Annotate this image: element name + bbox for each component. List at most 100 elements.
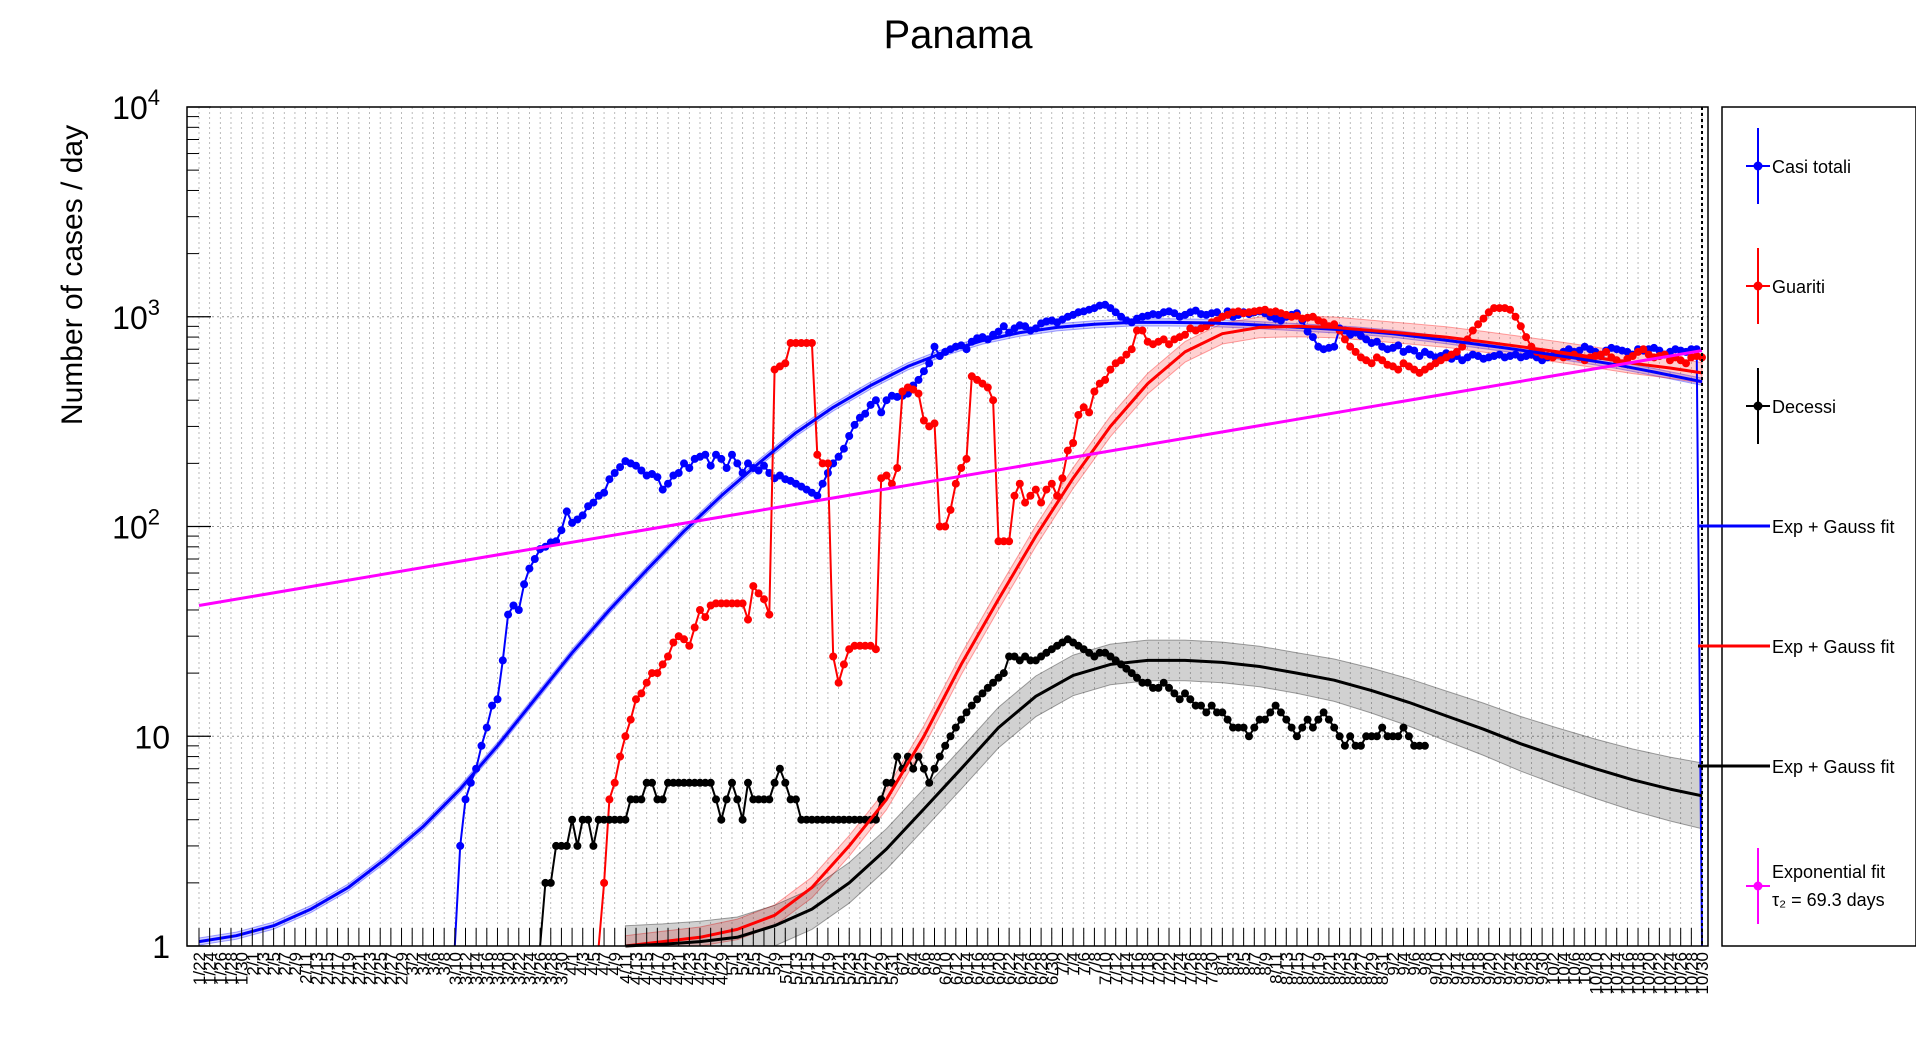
data-point	[893, 464, 902, 472]
x-tick-label: 4/19	[659, 952, 678, 985]
x-tick-label: 1/30	[233, 952, 252, 985]
x-tick-label: 6/16	[968, 952, 987, 985]
data-point	[728, 450, 736, 459]
x-tick-label: 8/15	[1288, 952, 1307, 985]
data-point	[642, 678, 651, 687]
x-tick-label: 7/24	[1171, 952, 1190, 985]
x-tick-label: 9/10	[1427, 952, 1446, 985]
data-point	[701, 613, 710, 622]
x-tick-label: 5/17	[808, 952, 827, 985]
data-point	[1698, 353, 1706, 362]
legend-entry: Exp + Gauss fit	[1698, 517, 1895, 537]
data-point	[760, 461, 768, 470]
data-point	[919, 367, 928, 376]
data-point	[791, 795, 800, 804]
x-tick-label: 1/28	[222, 952, 241, 985]
data-point	[1474, 320, 1483, 329]
x-tick-label: 2/3	[254, 952, 273, 976]
x-tick-label: 5/9	[766, 952, 785, 976]
data-point	[882, 396, 891, 405]
data-point	[616, 752, 625, 761]
data-point	[941, 741, 950, 750]
data-point	[1367, 359, 1376, 368]
legend-entry: Exp + Gauss fit	[1698, 637, 1895, 657]
x-tick-label: 7/30	[1203, 952, 1222, 985]
x-tick-label: 3/14	[467, 952, 486, 985]
x-tick-label: 6/6	[915, 952, 934, 976]
x-tick-label: 6/2	[894, 952, 913, 976]
data-point	[887, 479, 896, 488]
data-point	[781, 778, 790, 787]
data-point	[1458, 342, 1467, 351]
x-tick-label: 10/20	[1640, 952, 1659, 995]
x-tick-label: 5/3	[734, 952, 753, 976]
x-tick-label: 5/27	[862, 952, 881, 985]
data-point	[706, 461, 715, 470]
data-point	[1266, 708, 1275, 717]
data-point	[568, 815, 577, 824]
data-point	[632, 461, 640, 470]
data-point	[1106, 365, 1115, 374]
data-point	[994, 673, 1003, 682]
y-tick-label: 104	[112, 85, 160, 126]
series-line	[625, 324, 1703, 948]
x-tick-label: 7/16	[1128, 952, 1147, 985]
x-tick-label: 4/25	[691, 952, 710, 985]
x-tick-label: 4/3	[574, 952, 593, 976]
x-tick-label: 2/15	[318, 952, 337, 985]
data-point	[1372, 337, 1381, 346]
legend-label: Casi totali	[1772, 157, 1851, 177]
data-point	[1037, 498, 1046, 507]
data-point	[1303, 715, 1312, 724]
data-point	[1340, 741, 1349, 750]
series-line	[453, 303, 1703, 947]
data-point	[839, 444, 848, 453]
data-point	[557, 526, 566, 535]
data-point	[1010, 491, 1019, 500]
x-tick-label: 4/5	[584, 952, 603, 976]
x-tick-label: 6/20	[989, 952, 1008, 985]
data-point	[1143, 678, 1152, 687]
data-point	[919, 764, 928, 773]
x-tick-label: 8/17	[1299, 952, 1318, 985]
x-tick-label: 8/9	[1256, 952, 1275, 976]
data-point	[962, 708, 971, 717]
data-point	[1111, 308, 1120, 317]
data-point	[701, 450, 710, 459]
data-point	[1639, 345, 1648, 354]
data-point	[653, 669, 662, 678]
x-tick-label: 1/26	[211, 952, 230, 985]
legend: Casi totali Guariti Decessi Exp + Gauss fit…	[1698, 106, 1916, 947]
data-point	[1207, 701, 1216, 710]
data-point	[488, 701, 497, 710]
x-tick-label: 5/13	[787, 952, 806, 985]
x-tick-label: 5/21	[830, 952, 849, 985]
data-point	[658, 485, 667, 494]
data-point	[1213, 308, 1221, 317]
data-point	[1602, 347, 1611, 356]
data-point	[914, 752, 923, 761]
data-point	[1181, 330, 1189, 339]
x-tick-label: 7/20	[1149, 952, 1168, 985]
data-point	[946, 732, 955, 741]
x-tick-label: 9/22	[1490, 952, 1509, 985]
data-point	[1378, 356, 1387, 365]
data-point	[1245, 732, 1253, 741]
x-tick-label: 3/30	[552, 952, 571, 985]
data-point	[1170, 689, 1179, 698]
x-tick-label: 5/15	[798, 952, 817, 985]
data-point	[866, 400, 875, 409]
data-point	[1351, 347, 1360, 356]
x-tick-label: 10/16	[1618, 952, 1637, 995]
x-tick-label: 3/18	[488, 952, 507, 985]
data-point	[775, 764, 784, 773]
data-point	[1511, 312, 1520, 321]
data-point	[1330, 723, 1339, 732]
data-point	[653, 473, 662, 482]
data-point	[1165, 340, 1173, 349]
data-point	[1314, 715, 1323, 724]
x-tick-label: 7/26	[1181, 952, 1200, 985]
data-point	[1138, 326, 1147, 335]
data-point	[829, 652, 838, 661]
data-point	[882, 471, 891, 480]
